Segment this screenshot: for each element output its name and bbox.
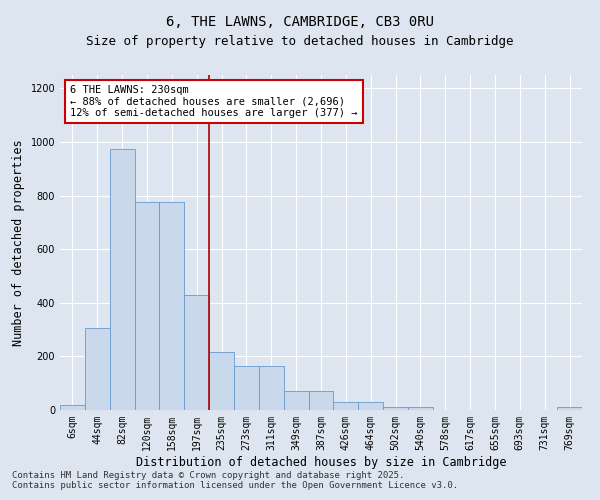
Bar: [334, 402, 358, 410]
Bar: [184, 295, 209, 410]
Bar: [259, 366, 284, 410]
Text: Contains HM Land Registry data © Crown copyright and database right 2025.
Contai: Contains HM Land Registry data © Crown c…: [12, 470, 458, 490]
Bar: [557, 408, 582, 410]
Bar: [110, 148, 134, 410]
Y-axis label: Number of detached properties: Number of detached properties: [12, 139, 25, 346]
Bar: [160, 202, 184, 410]
Bar: [358, 402, 383, 410]
Bar: [60, 404, 85, 410]
Bar: [234, 366, 259, 410]
Bar: [383, 408, 408, 410]
Bar: [308, 391, 334, 410]
Bar: [284, 391, 308, 410]
Text: 6, THE LAWNS, CAMBRIDGE, CB3 0RU: 6, THE LAWNS, CAMBRIDGE, CB3 0RU: [166, 15, 434, 29]
Bar: [209, 352, 234, 410]
Bar: [134, 202, 160, 410]
Bar: [85, 328, 110, 410]
Text: Size of property relative to detached houses in Cambridge: Size of property relative to detached ho…: [86, 35, 514, 48]
Text: 6 THE LAWNS: 230sqm
← 88% of detached houses are smaller (2,696)
12% of semi-det: 6 THE LAWNS: 230sqm ← 88% of detached ho…: [70, 85, 358, 118]
X-axis label: Distribution of detached houses by size in Cambridge: Distribution of detached houses by size …: [136, 456, 506, 468]
Bar: [408, 408, 433, 410]
